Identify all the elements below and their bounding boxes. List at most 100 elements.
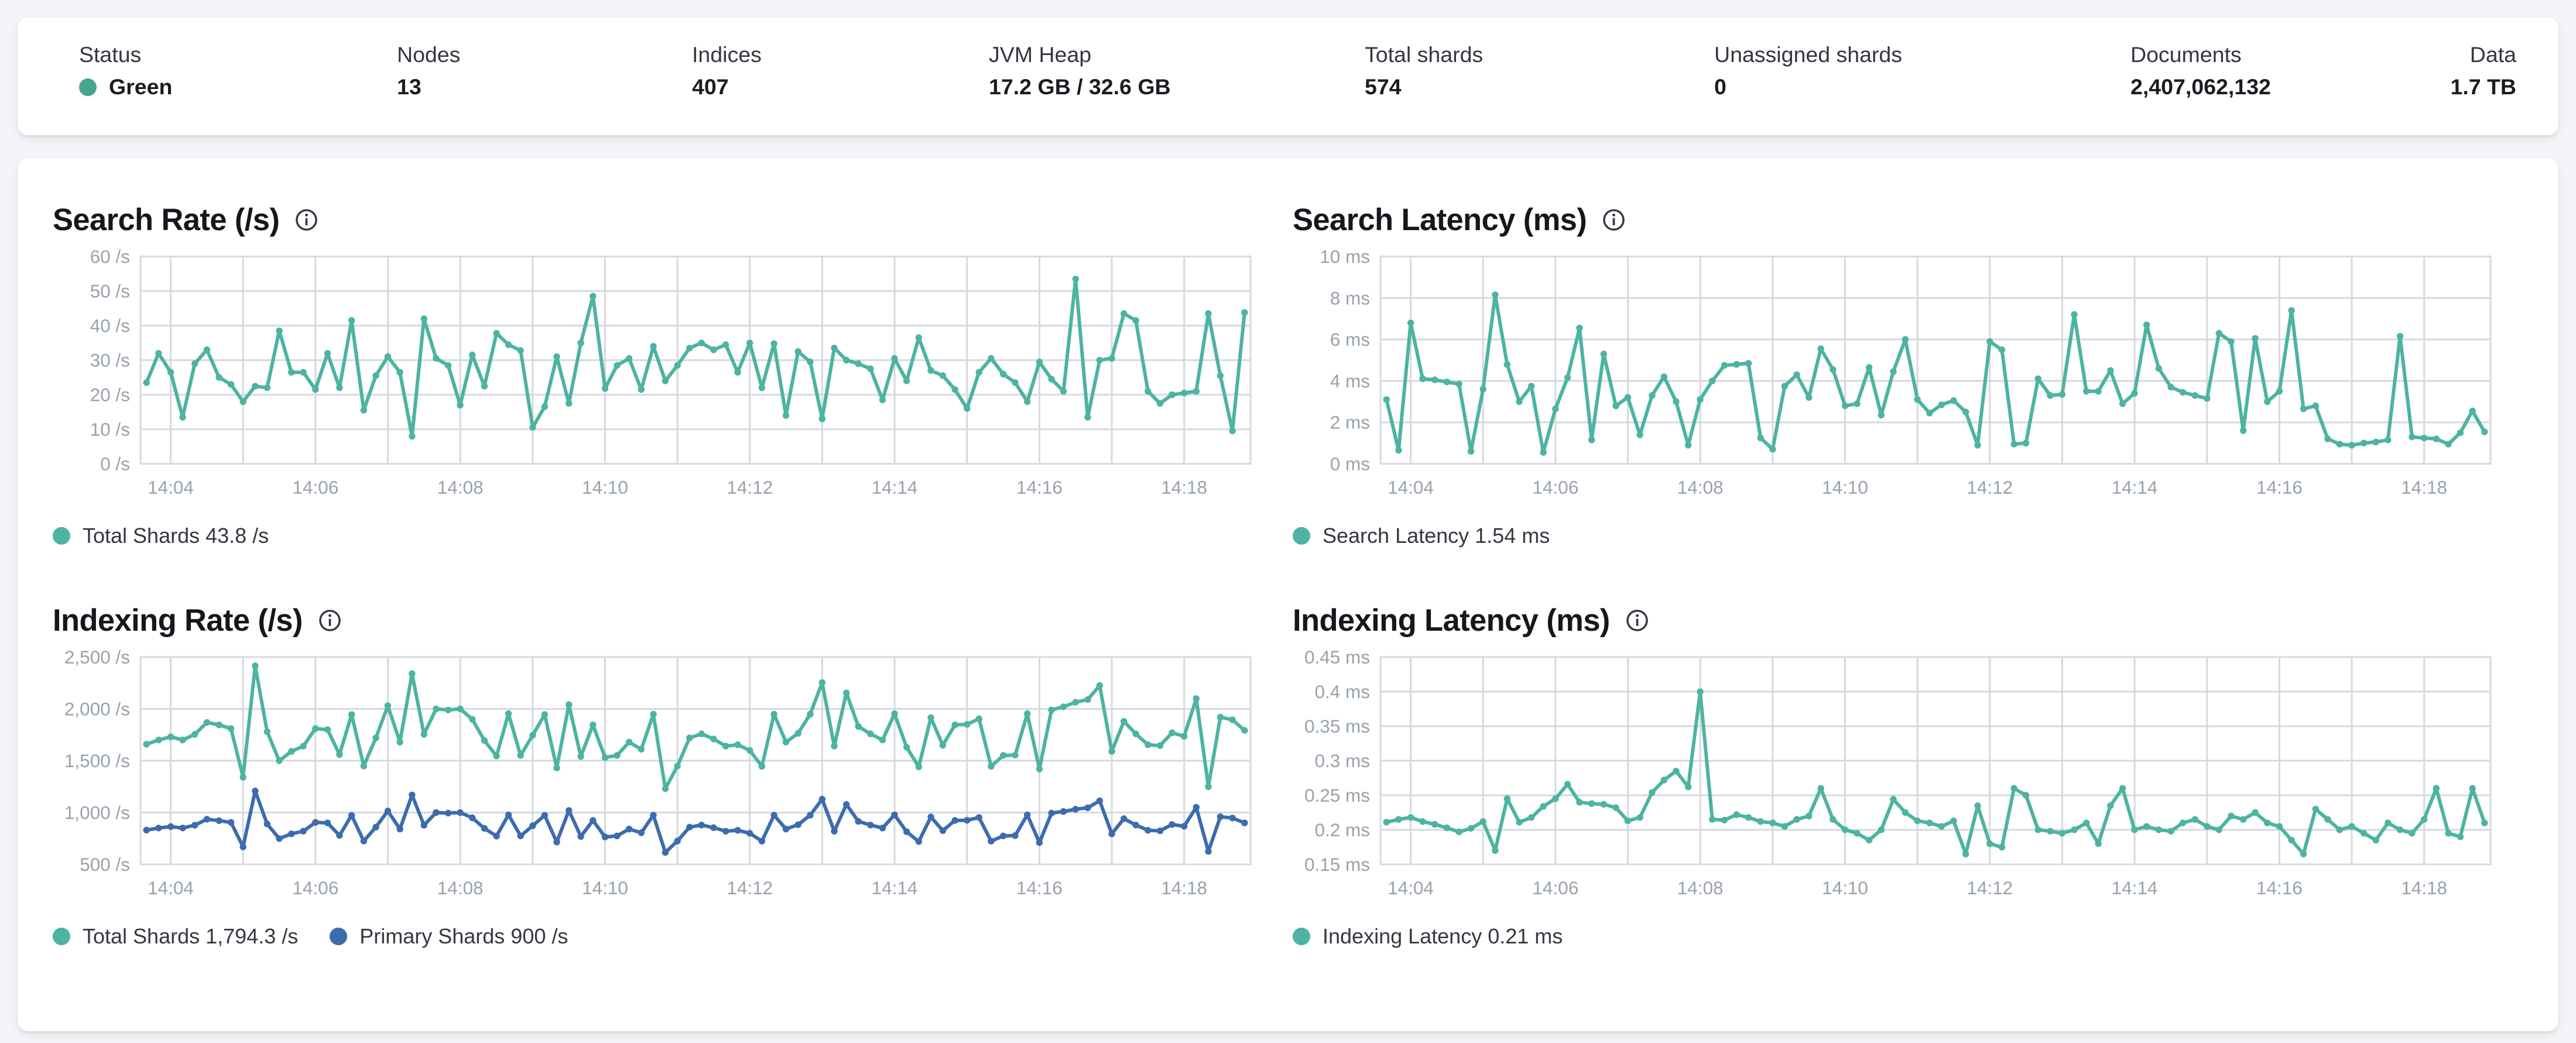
legend-dot-icon <box>330 928 348 945</box>
chart-title: Indexing Rate (/s) <box>53 603 303 638</box>
legend-item: Total Shards 1,794.3 /s <box>53 924 298 949</box>
svg-text:0 /s: 0 /s <box>100 453 130 474</box>
svg-text:14:08: 14:08 <box>1677 877 1724 898</box>
stat-label: Data <box>2469 42 2516 67</box>
legend-dot-icon <box>1293 928 1310 945</box>
svg-text:14:14: 14:14 <box>2112 877 2158 898</box>
legend-label: Total Shards 43.8 /s <box>83 524 269 548</box>
stat-unassigned-shards: Unassigned shards 0 <box>1714 42 2130 100</box>
stat-label: Indices <box>692 42 762 67</box>
stat-label: Total shards <box>1365 42 1484 67</box>
svg-text:10 /s: 10 /s <box>90 419 130 440</box>
svg-text:14:04: 14:04 <box>1388 477 1434 498</box>
svg-text:14:04: 14:04 <box>148 477 194 498</box>
stat-label: JVM Heap <box>989 42 1092 67</box>
svg-text:14:08: 14:08 <box>1677 477 1724 498</box>
stat-value: 1.7 TB <box>2450 74 2516 99</box>
chart-legend: Total Shards 1,794.3 /s Primary Shards 9… <box>53 921 1265 952</box>
info-icon[interactable] <box>1626 609 1649 632</box>
svg-text:14:18: 14:18 <box>1161 477 1207 498</box>
legend-label: Indexing Latency 0.21 ms <box>1323 924 1563 948</box>
chart-title: Indexing Latency (ms) <box>1293 603 1610 638</box>
svg-text:14:10: 14:10 <box>1822 477 1868 498</box>
svg-text:0.2 ms: 0.2 ms <box>1314 819 1370 840</box>
svg-text:14:10: 14:10 <box>582 477 628 498</box>
svg-text:2,000 /s: 2,000 /s <box>64 699 130 720</box>
chart-legend: Indexing Latency 0.21 ms <box>1293 921 2505 952</box>
svg-text:14:12: 14:12 <box>727 877 773 898</box>
indexing-latency-chart: Indexing Latency (ms) 0.15 ms 0.2 ms 0.25 … <box>1293 601 2505 952</box>
svg-text:14:16: 14:16 <box>1016 877 1063 898</box>
svg-text:60 /s: 60 /s <box>90 246 130 267</box>
svg-text:14:14: 14:14 <box>872 877 918 898</box>
legend-label: Search Latency 1.54 ms <box>1323 524 1550 548</box>
chart-title: Search Latency (ms) <box>1293 202 1587 237</box>
legend-item: Total Shards 43.8 /s <box>53 524 269 548</box>
stat-nodes: Nodes 13 <box>397 42 692 100</box>
svg-text:14:18: 14:18 <box>1161 877 1207 898</box>
svg-text:14:06: 14:06 <box>292 877 338 898</box>
stat-jvm-heap: JVM Heap 17.2 GB / 32.6 GB <box>989 42 1365 100</box>
svg-text:1,000 /s: 1,000 /s <box>64 802 130 823</box>
indexing-rate-chart: Indexing Rate (/s) 500 /s 1,000 /s 1,500 /… <box>53 601 1265 952</box>
stat-label: Nodes <box>397 42 461 67</box>
stat-total-shards: Total shards 574 <box>1365 42 1714 100</box>
chart-legend: Search Latency 1.54 ms <box>1293 520 2505 552</box>
info-icon[interactable] <box>295 208 318 231</box>
indexing-latency-plot[interactable]: 0.15 ms 0.2 ms 0.25 ms 0.3 ms 0.35 ms 0.4 ms 0… <box>1293 647 2505 910</box>
stat-value: 2,407,062,132 <box>2130 74 2271 99</box>
health-status-dot-icon <box>79 78 97 96</box>
svg-text:0.4 ms: 0.4 ms <box>1314 681 1370 702</box>
svg-text:20 /s: 20 /s <box>90 384 130 405</box>
svg-text:14:14: 14:14 <box>872 477 918 498</box>
stat-value: 13 <box>397 74 422 99</box>
legend-item: Indexing Latency 0.21 ms <box>1293 924 1563 949</box>
svg-text:0.35 ms: 0.35 ms <box>1304 716 1370 737</box>
svg-text:2,500 /s: 2,500 /s <box>64 647 130 668</box>
svg-text:6 ms: 6 ms <box>1330 329 1370 350</box>
stat-label: Documents <box>2130 42 2242 67</box>
search-rate-plot[interactable]: 0 /s 10 /s 20 /s 30 /s 40 /s 50 /s 60 /s 14:04 1… <box>53 246 1265 509</box>
stat-value: Green <box>109 74 173 99</box>
svg-text:14:16: 14:16 <box>2256 477 2303 498</box>
svg-text:0.25 ms: 0.25 ms <box>1304 785 1370 806</box>
svg-text:14:06: 14:06 <box>1532 477 1578 498</box>
svg-text:0.45 ms: 0.45 ms <box>1304 647 1370 668</box>
svg-text:14:06: 14:06 <box>1532 877 1578 898</box>
svg-text:8 ms: 8 ms <box>1330 288 1370 309</box>
svg-text:50 /s: 50 /s <box>90 281 130 302</box>
legend-label: Primary Shards 900 /s <box>359 924 568 948</box>
chart-legend: Total Shards 43.8 /s <box>53 520 1265 552</box>
svg-text:14:08: 14:08 <box>437 877 484 898</box>
svg-text:2 ms: 2 ms <box>1330 412 1370 433</box>
search-latency-plot[interactable]: 0 ms 2 ms 4 ms 6 ms 8 ms 10 ms 14:04 14:06 14:08… <box>1293 246 2505 509</box>
svg-text:0.15 ms: 0.15 ms <box>1304 854 1370 875</box>
svg-text:10 ms: 10 ms <box>1320 246 1370 267</box>
info-icon[interactable] <box>318 609 341 632</box>
search-rate-chart: Search Rate (/s) 0 /s 10 /s 20 /s 30 /s 40 /… <box>53 200 1265 552</box>
indexing-rate-plot[interactable]: 500 /s 1,000 /s 1,500 /s 2,000 /s 2,500 /s 14… <box>53 647 1265 910</box>
svg-text:14:06: 14:06 <box>292 477 338 498</box>
legend-dot-icon <box>1293 527 1310 545</box>
stat-indices: Indices 407 <box>692 42 989 100</box>
svg-text:14:16: 14:16 <box>2256 877 2303 898</box>
info-icon[interactable] <box>1602 208 1625 231</box>
chart-title: Search Rate (/s) <box>53 202 280 237</box>
svg-text:14:04: 14:04 <box>1388 877 1434 898</box>
svg-text:0.3 ms: 0.3 ms <box>1314 750 1370 771</box>
svg-text:14:10: 14:10 <box>1822 877 1868 898</box>
legend-item: Search Latency 1.54 ms <box>1293 524 1550 548</box>
stat-value: 574 <box>1365 74 1402 99</box>
legend-dot-icon <box>53 527 70 545</box>
stat-value: 407 <box>692 74 729 99</box>
svg-text:14:14: 14:14 <box>2112 477 2158 498</box>
stat-value: 17.2 GB / 32.6 GB <box>989 74 1171 99</box>
legend-label: Total Shards 1,794.3 /s <box>83 924 299 948</box>
svg-text:500 /s: 500 /s <box>80 854 130 875</box>
stat-label: Unassigned shards <box>1714 42 1903 67</box>
svg-text:14:16: 14:16 <box>1016 477 1063 498</box>
stat-label: Status <box>79 42 142 67</box>
svg-text:14:18: 14:18 <box>2401 877 2447 898</box>
svg-text:1,500 /s: 1,500 /s <box>64 750 130 771</box>
